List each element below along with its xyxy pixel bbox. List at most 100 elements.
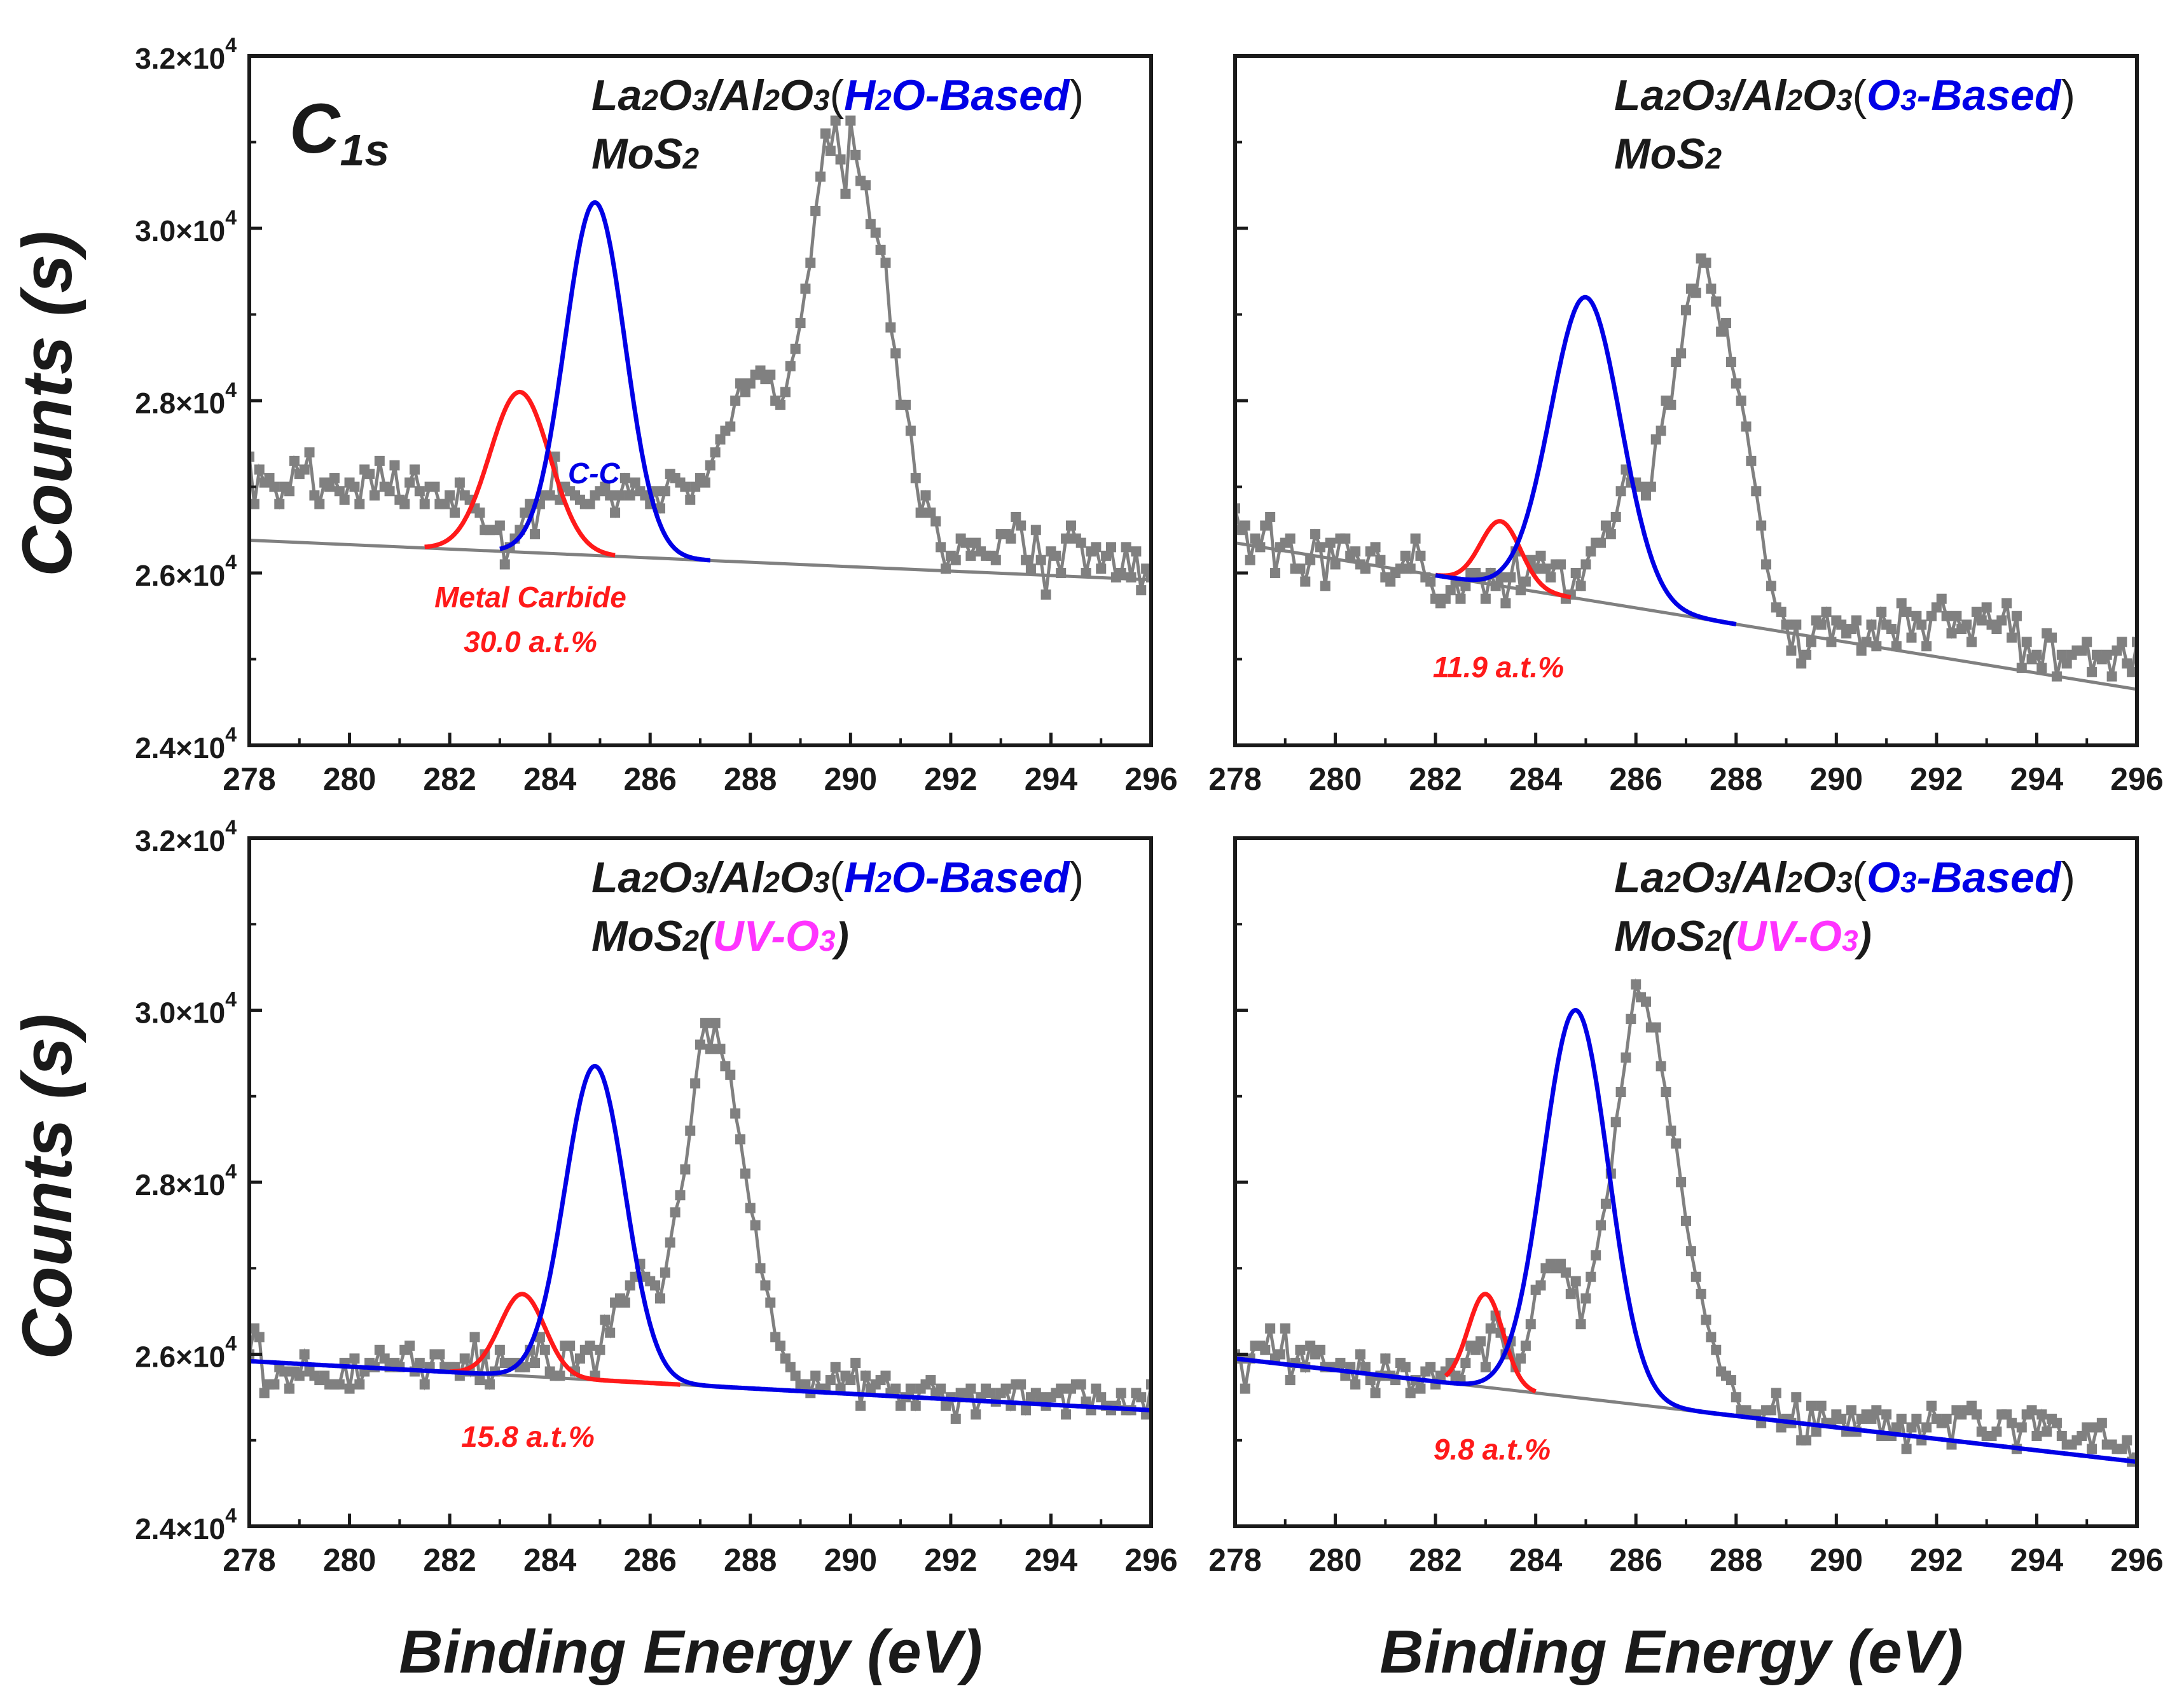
raw-data-point xyxy=(1367,607,1377,617)
raw-data-point xyxy=(539,1344,550,1355)
substrate-text: MoS xyxy=(591,130,683,178)
substrate-text: MoS xyxy=(1614,130,1706,178)
raw-data-point xyxy=(1806,1400,1816,1411)
raw-data-point xyxy=(1350,1379,1361,1390)
raw-data-point xyxy=(1241,1409,1252,1419)
raw-data-point xyxy=(364,469,375,480)
sample-label-line1: La2O3/Al2O3(H2O-Based) xyxy=(591,71,1084,120)
raw-data-point xyxy=(1376,602,1386,612)
raw-data-point xyxy=(449,507,460,518)
raw-data-point xyxy=(264,473,275,483)
raw-data-point xyxy=(1096,563,1107,574)
raw-data-point xyxy=(1206,1392,1217,1402)
raw-data-point xyxy=(735,1134,746,1145)
raw-data-point xyxy=(710,1018,721,1028)
raw-data-point xyxy=(1806,637,1816,647)
raw-data-point xyxy=(705,1044,715,1054)
raw-data-point xyxy=(600,481,611,492)
raw-data-point xyxy=(1236,1401,1247,1411)
raw-data-point xyxy=(1640,996,1651,1007)
separator-al: /Al xyxy=(706,853,764,902)
raw-data-point xyxy=(1410,533,1421,544)
raw-data-point xyxy=(1936,593,1947,604)
oxide-oxygen-subscript: 3 xyxy=(692,83,708,116)
raw-data-point xyxy=(474,1375,485,1386)
raw-data-point xyxy=(725,421,736,432)
raw-data-point xyxy=(1661,1086,1671,1097)
raw-data-point xyxy=(2167,667,2177,677)
raw-data-point xyxy=(1771,1388,1781,1398)
oxide-oxygen-subscript: 3 xyxy=(1715,83,1731,116)
raw-data-point xyxy=(319,1370,330,1381)
raw-data-point xyxy=(1256,568,1266,578)
x-axis-label-right: Binding Energy (eV) xyxy=(1379,1618,1963,1686)
raw-data-point xyxy=(1035,1392,1046,1403)
raw-data-point xyxy=(605,1327,616,1338)
raw-data-point xyxy=(619,1297,630,1308)
raw-data-point xyxy=(1926,611,1937,621)
raw-data-point xyxy=(1846,624,1856,635)
raw-data-point xyxy=(1305,1340,1316,1351)
x-tick-label: 294 xyxy=(1025,761,1078,797)
raw-data-point xyxy=(269,481,280,492)
raw-data-point xyxy=(1586,546,1596,557)
raw-data-point xyxy=(1991,1426,2002,1437)
carbide-percent-label: 30.0 a.t.% xyxy=(464,625,597,658)
raw-data-point xyxy=(1287,1401,1297,1411)
raw-data-point xyxy=(1655,1061,1666,1072)
x-tick-label: 286 xyxy=(1610,761,1662,797)
raw-data-point xyxy=(880,1370,891,1381)
raw-data-point xyxy=(409,464,420,475)
raw-data-point xyxy=(640,490,651,501)
raw-data-point xyxy=(1285,533,1296,544)
x-tick-label: 296 xyxy=(2110,1542,2163,1578)
x-tick-label: 290 xyxy=(1810,1542,1863,1578)
raw-data-point xyxy=(1285,1375,1296,1386)
raw-data-point xyxy=(780,1353,791,1364)
raw-data-line xyxy=(1235,255,2137,677)
raw-data-point xyxy=(1440,593,1451,604)
close-paren: ) xyxy=(2061,853,2075,902)
plot-area xyxy=(1235,978,2137,1476)
raw-data-point xyxy=(1322,1440,1332,1450)
raw-data-point xyxy=(1311,581,1322,591)
raw-data-point xyxy=(2106,671,2117,682)
raw-data-markers xyxy=(1235,253,2184,686)
raw-data-point xyxy=(1021,555,1032,565)
raw-data-point xyxy=(494,1344,505,1355)
treatment-subscript: 3 xyxy=(1842,924,1858,957)
raw-data-point xyxy=(825,146,836,156)
raw-data-point xyxy=(1186,568,1196,578)
raw-data-point xyxy=(2177,675,2184,686)
x-tick-label: 284 xyxy=(1509,761,1563,797)
raw-data-point xyxy=(745,1203,756,1213)
close-paren: ) xyxy=(1069,71,1084,120)
raw-data-point xyxy=(1891,1422,1902,1433)
oxide-subscript: 2 xyxy=(641,866,658,899)
raw-data-point xyxy=(1061,533,1072,544)
x-tick-label: 288 xyxy=(1710,1542,1762,1578)
raw-data-point xyxy=(1346,1431,1357,1441)
raw-data-point xyxy=(1706,283,1717,294)
element-label: C1s xyxy=(289,90,389,175)
raw-data-point xyxy=(1846,1405,1856,1416)
raw-data-point xyxy=(1295,563,1306,574)
raw-data-point xyxy=(1896,598,1907,609)
process-subscript: 3 xyxy=(1900,83,1917,116)
process-suffix: O-Based xyxy=(892,71,1070,120)
raw-data-point xyxy=(1375,555,1386,565)
raw-data-point xyxy=(1666,1125,1676,1136)
raw-data-point xyxy=(710,447,721,458)
raw-data-point xyxy=(469,1332,480,1343)
raw-data-point xyxy=(665,1237,675,1248)
x-tick-label: 290 xyxy=(1810,761,1863,797)
y-tick-exponent: 4 xyxy=(225,1332,237,1355)
raw-data-point xyxy=(1362,1422,1372,1432)
raw-data-point xyxy=(1402,1431,1412,1441)
raw-data-point xyxy=(419,499,430,509)
raw-data-point xyxy=(1370,542,1381,553)
raw-data-point xyxy=(1600,1198,1611,1209)
raw-data-point xyxy=(1161,1392,1171,1402)
raw-data-point xyxy=(1487,1409,1497,1419)
raw-data-point xyxy=(971,1409,981,1420)
